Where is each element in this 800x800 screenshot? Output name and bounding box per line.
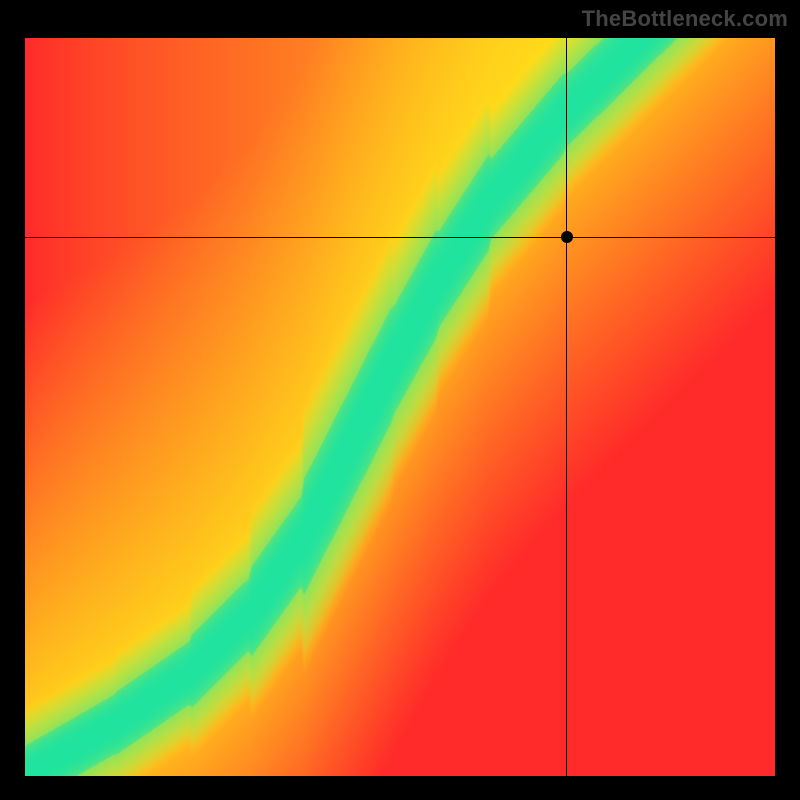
- chart-container: TheBottleneck.com: [0, 0, 800, 800]
- attribution-text: TheBottleneck.com: [582, 6, 788, 32]
- heatmap-canvas: [25, 38, 775, 776]
- plot-area: [25, 38, 775, 776]
